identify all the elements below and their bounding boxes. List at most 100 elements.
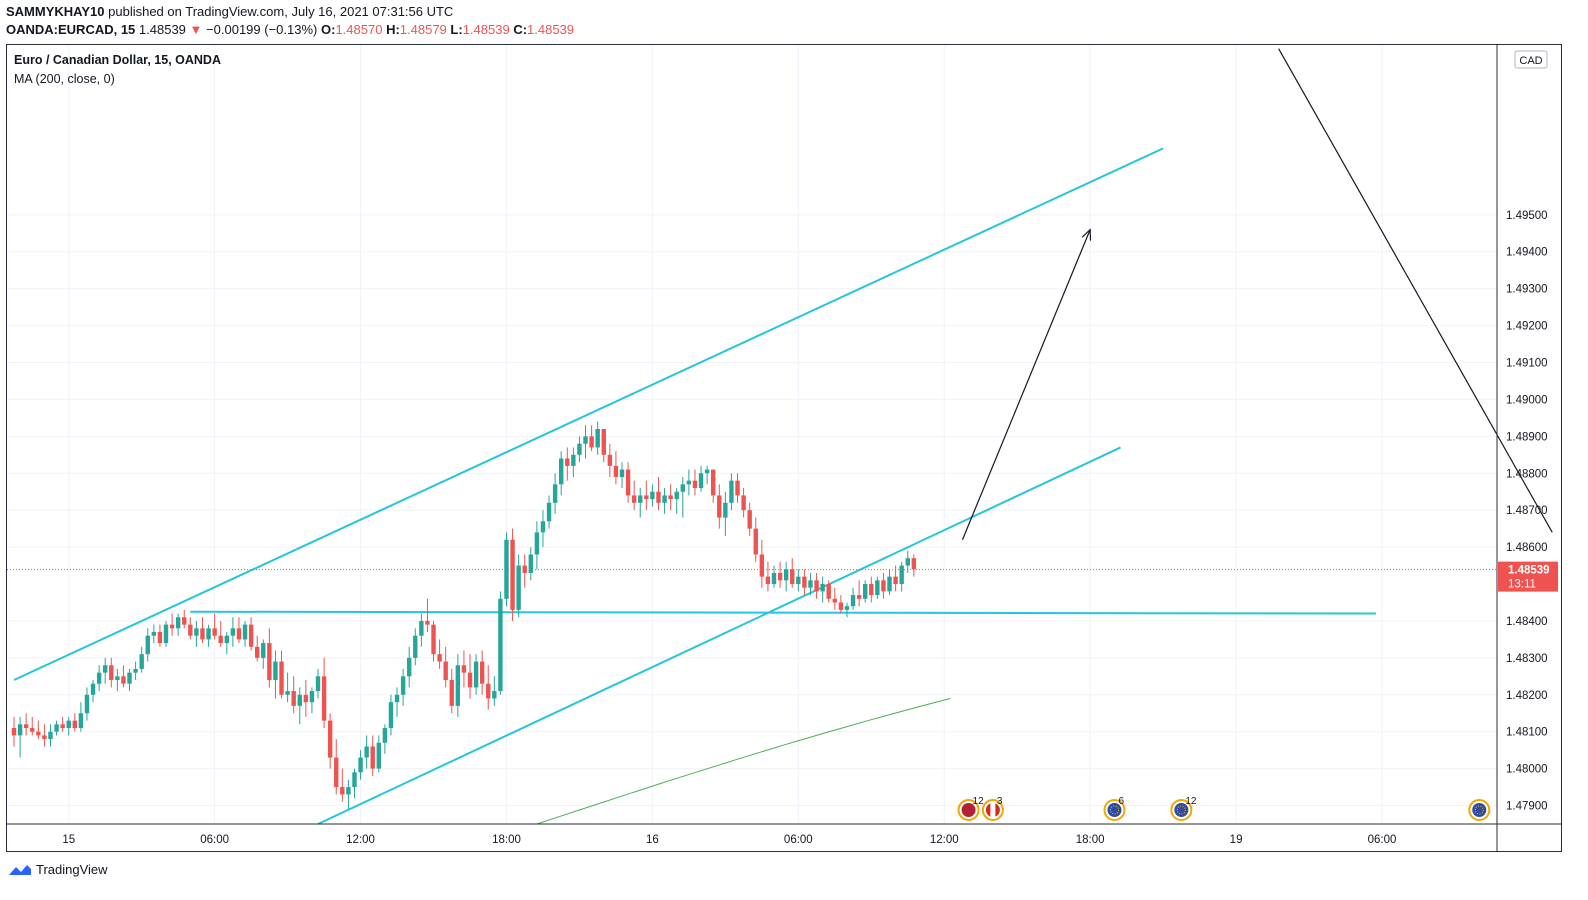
candle xyxy=(425,598,430,633)
candle-body xyxy=(30,728,35,732)
candle-body xyxy=(783,569,789,581)
author-name[interactable]: SAMMYKHAY10 xyxy=(6,4,105,19)
event-flag-stars xyxy=(1176,805,1186,815)
candle xyxy=(340,768,345,802)
indicator-legend[interactable]: MA (200, close, 0) xyxy=(14,72,115,86)
candle-body xyxy=(473,661,479,688)
candle-body xyxy=(175,617,181,629)
candle-body xyxy=(589,436,594,448)
high-value: 1.48579 xyxy=(399,22,447,37)
candle xyxy=(522,554,527,588)
chart-legend-title: Euro / Canadian Dollar, 15, OANDA xyxy=(14,53,221,67)
candle xyxy=(327,713,333,769)
footer-brand[interactable]: TradingView xyxy=(8,862,108,877)
candle-body xyxy=(826,584,831,599)
candle xyxy=(790,558,795,588)
candle xyxy=(631,480,637,511)
candle xyxy=(48,724,53,747)
candle-body xyxy=(735,480,740,496)
candle xyxy=(571,447,576,477)
candle xyxy=(625,462,631,503)
candle-body xyxy=(516,565,521,610)
candle-body xyxy=(741,495,746,511)
candle xyxy=(285,672,290,703)
candle xyxy=(236,617,242,644)
currency-badge xyxy=(1514,50,1548,69)
candle-body xyxy=(814,580,819,592)
candle-body xyxy=(613,465,619,477)
candle xyxy=(565,447,570,481)
candle-body xyxy=(103,665,108,673)
candle-body xyxy=(869,584,874,596)
candle-body xyxy=(36,731,41,736)
candle xyxy=(741,488,746,518)
candle xyxy=(844,602,850,618)
candle xyxy=(163,620,169,647)
candle-body xyxy=(309,691,315,703)
candle xyxy=(303,680,309,717)
candle xyxy=(358,750,363,780)
y-tick-label: 1.48800 xyxy=(1506,468,1548,480)
candle xyxy=(887,569,892,596)
candle-body xyxy=(680,484,685,492)
candle-body xyxy=(753,528,758,555)
candle-body xyxy=(145,635,150,655)
candle-body xyxy=(844,606,850,610)
eu-flag-event-icon xyxy=(1468,799,1491,821)
close-value: 1.48539 xyxy=(527,22,575,37)
candle-body xyxy=(358,757,363,773)
channel-upper-line xyxy=(13,147,1164,681)
candle xyxy=(30,716,35,736)
candle-body xyxy=(790,569,795,585)
candle xyxy=(182,609,187,629)
candle-body xyxy=(133,668,138,673)
high-label: H: xyxy=(386,22,400,37)
candle-body xyxy=(121,676,126,684)
candle xyxy=(656,476,661,511)
candle-body xyxy=(832,598,837,603)
candle xyxy=(826,580,831,603)
candle xyxy=(370,735,375,777)
candle xyxy=(230,617,236,647)
candle xyxy=(473,654,479,695)
x-tick-label: 18:00 xyxy=(1076,834,1105,846)
downtrend-line xyxy=(1278,48,1553,533)
publish-info: SAMMYKHAY10 published on TradingView.com… xyxy=(6,4,453,19)
candle xyxy=(692,469,698,496)
candle xyxy=(796,569,801,592)
candle xyxy=(601,428,606,463)
candle-body xyxy=(571,454,576,466)
candle-body xyxy=(546,502,552,522)
chart-frame[interactable] xyxy=(6,44,1562,852)
candle-body xyxy=(90,683,96,695)
candle-body xyxy=(479,661,485,684)
candle xyxy=(121,665,126,688)
event-flag xyxy=(961,803,976,817)
candle xyxy=(607,443,613,477)
event-flag xyxy=(1472,803,1487,817)
candle-body xyxy=(334,757,339,788)
candle-body xyxy=(72,720,77,729)
candle-body xyxy=(668,495,673,500)
candle-body xyxy=(881,580,886,592)
y-tick-label: 1.48300 xyxy=(1506,653,1548,665)
y-tick-label: 1.48100 xyxy=(1506,727,1548,739)
candle xyxy=(267,628,272,688)
candle xyxy=(255,635,260,662)
candle xyxy=(321,657,327,729)
candle-body xyxy=(407,657,412,677)
candle-body xyxy=(534,532,540,555)
candle xyxy=(777,561,783,588)
candle xyxy=(850,587,856,610)
candle xyxy=(863,580,868,603)
open-value: 1.48570 xyxy=(335,22,383,37)
candle xyxy=(534,521,540,570)
candle xyxy=(492,676,497,706)
candle xyxy=(613,451,619,485)
candle xyxy=(127,668,132,692)
candle xyxy=(771,565,777,588)
candle-body xyxy=(66,720,71,729)
candle-body xyxy=(346,787,351,795)
event-flag xyxy=(1107,803,1122,817)
